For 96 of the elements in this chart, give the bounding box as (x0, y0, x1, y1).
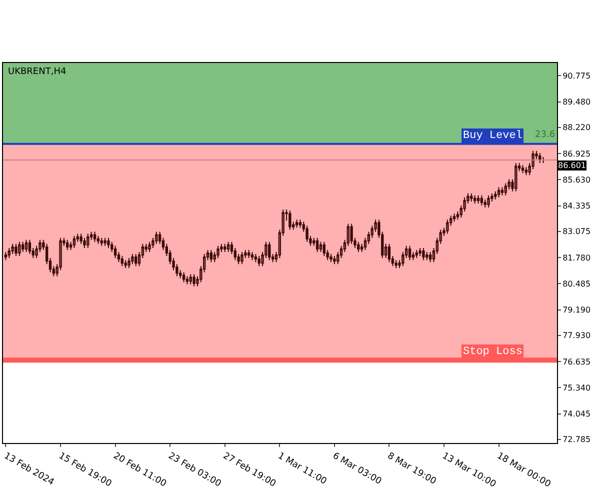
candlestick (357, 241, 360, 252)
candlestick (240, 251, 244, 265)
candlestick (306, 225, 308, 242)
annotation: 23.6 (535, 130, 556, 140)
ref-line-label: 86.601 (558, 161, 586, 170)
candlestick (186, 276, 189, 285)
y-tick-label: 88.220 (562, 123, 591, 132)
candlestick (66, 239, 69, 250)
candlestick (254, 254, 258, 263)
candlestick (268, 241, 271, 261)
candlestick (330, 254, 332, 263)
candlestick (226, 241, 230, 252)
candlestick (189, 274, 192, 285)
candlestick (415, 249, 418, 259)
candlestick (72, 235, 76, 248)
candlestick (446, 219, 449, 234)
candlestick (155, 231, 158, 244)
candlestick (426, 251, 428, 261)
candlestick (521, 164, 524, 174)
ref-line-label: Stop Loss (463, 346, 522, 358)
y-tick-label: 76.635 (562, 357, 591, 366)
candlestick (114, 245, 117, 259)
candlestick (107, 237, 110, 248)
candlestick (538, 152, 542, 164)
candlestick (148, 241, 151, 252)
y-tick-label: 74.045 (562, 410, 591, 419)
candlestick (83, 237, 86, 248)
candlestick (316, 237, 319, 252)
candlestick (394, 260, 398, 269)
candlestick (14, 243, 18, 257)
candlestick (504, 182, 507, 196)
candlestick (124, 260, 127, 269)
candlestick (248, 249, 250, 259)
candlestick (4, 251, 8, 261)
candlestick (8, 247, 10, 259)
y-tick-label: 81.780 (562, 253, 591, 262)
candlestick (480, 194, 484, 206)
candlestick (408, 245, 412, 261)
candlestick (250, 251, 254, 261)
candlestick (350, 223, 353, 244)
candlestick (428, 251, 432, 263)
candlestick (182, 272, 186, 283)
candlestick (333, 256, 336, 265)
y-tick-label: 83.075 (562, 227, 591, 236)
candlestick (134, 254, 138, 267)
candlestick (24, 239, 28, 252)
candlestick (298, 219, 302, 228)
y-tick-label: 86.925 (562, 149, 591, 158)
candlestick (319, 241, 322, 252)
candlestick (86, 233, 90, 248)
candlestick (216, 245, 220, 259)
candlestick (476, 194, 480, 204)
candlestick (258, 256, 260, 267)
candlestick (422, 247, 425, 261)
y-tick-label: 89.480 (562, 98, 591, 107)
candlestick (514, 162, 518, 192)
candlestick (500, 186, 504, 196)
y-tick-label: 75.340 (562, 383, 591, 392)
candlestick (131, 254, 134, 265)
candlestick (388, 243, 391, 263)
candlestick (473, 194, 476, 204)
y-tick-label: 90.775 (562, 71, 591, 80)
candlestick (494, 190, 497, 200)
chart-title: UKBRENT,H4 (8, 67, 66, 77)
y-tick-label: 77.930 (562, 331, 591, 340)
y-tick-label: 84.335 (562, 202, 591, 211)
candlestick (18, 241, 21, 257)
candlestick (80, 233, 82, 244)
y-tick-label: 80.485 (562, 279, 591, 288)
candlestick (96, 235, 100, 244)
candlestick (128, 258, 130, 269)
candlestick (524, 166, 528, 176)
candlestick (93, 231, 96, 242)
candlestick (288, 210, 292, 230)
candlestick (11, 243, 14, 255)
candlestick (192, 274, 196, 287)
candlestick (28, 239, 32, 255)
y-tick-label: 85.630 (562, 175, 591, 184)
candlestick (542, 156, 545, 164)
candlestick (322, 241, 326, 257)
candlestick (497, 186, 500, 198)
candlestick (104, 237, 106, 246)
candlestick (22, 241, 24, 252)
candlestick (100, 237, 103, 246)
candlestick (295, 219, 298, 228)
candlestick (418, 247, 422, 257)
candlestick (452, 213, 456, 222)
candlestick (484, 198, 486, 208)
candlestick (470, 192, 473, 202)
candlestick (487, 194, 490, 208)
y-tick-label: 79.190 (562, 306, 591, 315)
ref-line-label: Buy Level (463, 130, 522, 142)
candlestick (224, 243, 226, 252)
candlestick (120, 256, 124, 267)
candlestick (210, 249, 213, 263)
y-tick-label: 72.785 (562, 435, 591, 444)
